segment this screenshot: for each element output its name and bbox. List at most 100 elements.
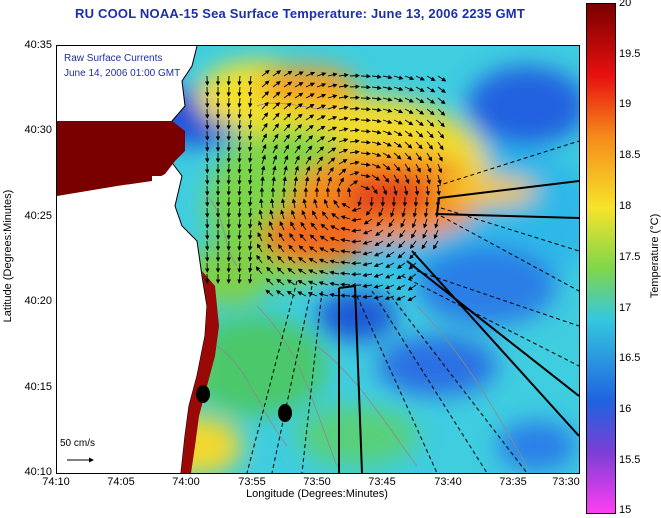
current-vector — [259, 198, 264, 209]
current-vector — [338, 148, 349, 154]
current-vector — [329, 259, 340, 264]
current-vector — [382, 174, 390, 183]
current-vector — [349, 84, 360, 89]
current-vector — [412, 207, 418, 218]
current-vector — [329, 270, 340, 275]
current-vector — [393, 119, 403, 125]
current-vector — [248, 119, 253, 130]
current-vector — [351, 207, 362, 212]
current-vector — [327, 83, 338, 88]
current-vector — [294, 155, 300, 165]
current-vector — [297, 280, 307, 286]
current-vector — [393, 108, 404, 114]
current-vector — [369, 196, 374, 207]
current-vector — [327, 115, 338, 121]
current-vector — [338, 159, 348, 165]
current-vector — [338, 105, 349, 111]
current-vector — [308, 246, 318, 253]
current-vector — [382, 152, 392, 159]
current-vector — [237, 218, 242, 229]
current-vector — [248, 75, 253, 86]
current-vector — [338, 177, 344, 187]
current-vector — [327, 157, 336, 165]
current-vector — [291, 198, 297, 209]
current-vector — [404, 174, 410, 185]
current-vector — [304, 176, 310, 187]
current-vector — [404, 108, 414, 114]
colorbar-tick: 18 — [619, 200, 632, 212]
current-vector — [373, 273, 384, 278]
current-vector — [434, 207, 440, 218]
current-vector — [382, 119, 393, 124]
colorbar-tick: 15 — [619, 504, 632, 516]
current-vector — [371, 107, 382, 113]
current-vector — [362, 262, 373, 267]
current-vector — [426, 152, 433, 162]
current-vector — [415, 152, 422, 162]
colorbar-tick: 15.5 — [619, 454, 641, 466]
current-vector — [393, 97, 404, 103]
current-vector — [248, 273, 253, 284]
current-vector — [237, 108, 242, 119]
current-vector — [258, 220, 263, 231]
current-vector — [388, 218, 395, 228]
current-vector — [362, 272, 373, 278]
current-vector — [294, 82, 304, 88]
current-vector — [267, 243, 274, 253]
current-vector — [437, 86, 446, 93]
current-vector — [297, 268, 307, 275]
current-vector — [283, 92, 292, 99]
current-vector — [338, 138, 349, 143]
current-vector — [316, 93, 327, 99]
current-vector — [404, 119, 414, 126]
current-vector — [415, 108, 425, 115]
current-vector — [360, 185, 371, 191]
x-tick-label: 73:30 — [552, 476, 580, 488]
current-vector — [272, 102, 281, 110]
current-vector — [390, 207, 395, 218]
current-vector — [305, 93, 315, 99]
current-vector — [338, 116, 349, 121]
current-vector — [349, 95, 360, 100]
current-vector — [396, 295, 406, 301]
scale-label: 50 cm/s — [60, 438, 96, 449]
current-vector — [261, 133, 267, 143]
current-vector — [362, 283, 373, 289]
current-vector — [362, 294, 373, 300]
current-vector — [351, 228, 362, 233]
current-vector — [318, 292, 329, 297]
current-vector — [415, 141, 423, 150]
current-vector — [294, 71, 304, 77]
current-vector — [363, 218, 373, 225]
current-vector — [283, 134, 290, 143]
current-vector — [371, 118, 382, 124]
current-vector — [275, 290, 285, 297]
current-vector — [329, 281, 340, 287]
current-vector — [373, 284, 384, 289]
current-vector — [387, 229, 395, 238]
current-vector — [399, 229, 406, 239]
current-vector — [371, 163, 381, 169]
current-vector — [371, 85, 382, 90]
current-vector — [286, 279, 296, 286]
current-vector — [305, 114, 315, 121]
current-vector — [411, 218, 417, 229]
current-vector — [305, 82, 316, 88]
current-vector — [302, 198, 307, 209]
colorbar-tick: 17 — [619, 302, 632, 314]
current-vector — [403, 185, 409, 196]
current-vector — [376, 218, 384, 227]
current-vector — [415, 130, 424, 138]
current-vector — [272, 91, 281, 99]
current-vector — [327, 105, 338, 110]
current-vector — [426, 119, 435, 127]
current-vector — [436, 185, 441, 196]
current-vector — [265, 289, 274, 297]
y-tick-label: 40:15 — [24, 381, 52, 393]
current-vector — [433, 240, 439, 250]
current-vector — [331, 212, 340, 220]
x-tick-label: 74:10 — [42, 476, 70, 488]
current-vector — [248, 251, 253, 262]
current-vector — [426, 163, 432, 174]
current-vector — [310, 222, 318, 231]
